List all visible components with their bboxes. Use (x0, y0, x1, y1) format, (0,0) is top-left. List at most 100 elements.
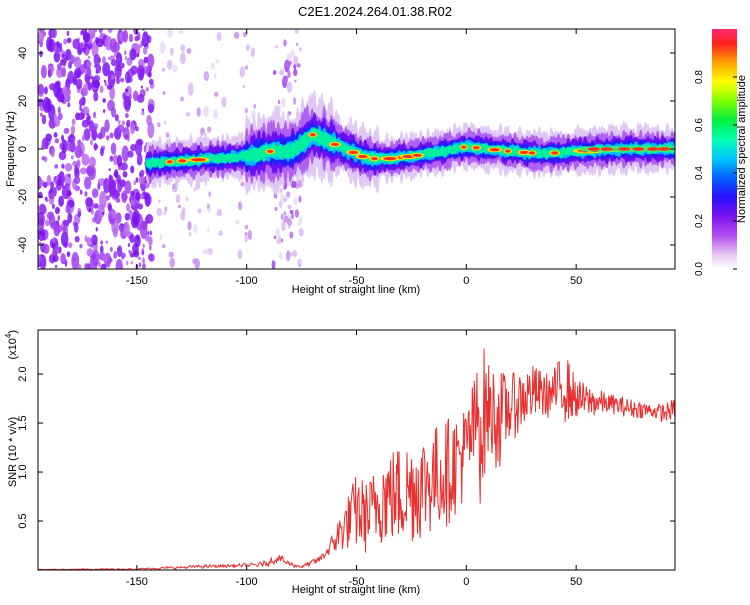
heatmap-noise-blob (101, 56, 107, 65)
heatmap-noise-blob (54, 245, 60, 255)
heatmap-noise-blob (141, 111, 145, 116)
heatmap-noise-blob (213, 91, 219, 97)
heatmap-noise-blob (114, 63, 122, 79)
snr-y-axis: 0.5 1.0 1.5 2.0 (17, 366, 675, 529)
heatmap-noise-blob (242, 85, 245, 88)
heatmap-noise-blob (298, 195, 302, 203)
heatmap-noise-blob (104, 82, 108, 87)
heatmap-noise-blob (293, 196, 298, 206)
heatmap-noise-blob (188, 231, 192, 237)
heatmap-noise-blob (298, 228, 304, 237)
heatmap-noise-blob (121, 120, 126, 126)
heatmap-noise-blob (88, 207, 92, 213)
heatmap-noise-blob (244, 65, 249, 70)
heatmap-noise-blob (67, 212, 73, 224)
heatmap-noise-blob (213, 109, 219, 119)
heatmap-noise-blob (132, 209, 140, 226)
heatmap-noise-blob (238, 201, 243, 211)
heatmap-noise-blob (83, 128, 91, 141)
heatmap-noise-blob (44, 86, 48, 95)
heatmap-y-label: Frequency (Hz) (5, 111, 17, 187)
heatmap-noise-blob (62, 225, 67, 233)
heatmap-noise-blob (233, 31, 240, 39)
heatmap-noise-blob (66, 251, 71, 258)
heatmap-noise-blob (298, 259, 303, 265)
heatmap-noise-blob (122, 180, 126, 186)
heatmap-noise-blob (129, 233, 135, 244)
heatmap-noise-blob (122, 171, 128, 178)
snr-multiplier-close: ) (7, 330, 19, 334)
heatmap-noise-blob (106, 135, 110, 141)
heatmap-noise-blob (239, 66, 246, 78)
heatmap-peak-cell (330, 142, 340, 146)
heatmap-noise-blob (47, 69, 52, 78)
heatmap-noise-blob (68, 61, 72, 69)
heatmap-noise-blob (107, 70, 116, 88)
heatmap-noise-blob (38, 205, 41, 211)
heatmap-noise-blob (56, 41, 60, 48)
heatmap-noise-blob (58, 246, 62, 254)
heatmap-noise-blob (275, 227, 281, 240)
heatmap-noise-blob (65, 204, 71, 214)
colorbar-gradient (712, 29, 737, 269)
heatmap-noise-blob (162, 90, 166, 96)
heatmap-noise-blob (67, 190, 72, 197)
heatmap-noise-blob (169, 257, 176, 268)
heatmap-noise-blob (70, 155, 74, 160)
y-tick-label: 2.0 (17, 366, 29, 381)
heatmap-noise-blob (81, 119, 90, 128)
heatmap-noise-blob (59, 142, 63, 150)
heatmap-noise-blob (159, 234, 163, 241)
heatmap-noise-blob (180, 96, 184, 102)
heatmap-noise-blob (65, 262, 68, 268)
heatmap-noise-blob (111, 74, 115, 80)
colorbar-tick-label: 0.2 (694, 214, 705, 228)
heatmap-noise-blob (48, 38, 56, 53)
heatmap-noise-blob (48, 83, 57, 91)
x-tick-label: -150 (126, 275, 148, 287)
heatmap-noise-blob (104, 119, 110, 133)
heatmap-noise-blob (57, 112, 63, 121)
heatmap-noise-blob (96, 133, 101, 139)
heatmap-noise-blob (143, 56, 149, 63)
heatmap-noise-blob (244, 107, 248, 114)
heatmap-noise-blob (82, 83, 89, 97)
heatmap-noise-blob (289, 231, 294, 239)
heatmap-noise-blob (137, 256, 141, 260)
heatmap-noise-blob (103, 79, 107, 83)
heatmap-noise-blob (196, 107, 201, 117)
heatmap-noise-blob (294, 29, 299, 35)
heatmap-noise-blob (73, 56, 82, 69)
heatmap-noise-blob (52, 203, 55, 210)
heatmap-peak-cell (413, 153, 422, 157)
heatmap-noise-blob (100, 126, 106, 139)
heatmap-noise-blob (41, 143, 47, 150)
heatmap-noise-blob (93, 54, 101, 66)
heatmap-noise-blob (240, 181, 245, 187)
heatmap-noise-blob (205, 73, 209, 78)
heatmap-noise-blob (207, 126, 212, 133)
heatmap-noise-blob (130, 165, 135, 174)
heatmap-noise-blob (213, 72, 217, 79)
heatmap-noise-blob (116, 124, 125, 133)
heatmap-peak-cell (658, 147, 671, 151)
heatmap-noise-blob (288, 225, 291, 229)
heatmap-noise-blob (100, 147, 104, 157)
heatmap-noise-blob (161, 244, 166, 249)
heatmap-noise-blob (280, 97, 286, 109)
heatmap-noise-blob (38, 241, 42, 246)
snr-y-label: SNR (10 * v/v) (7, 417, 19, 487)
heatmap-noise-blob (127, 242, 131, 248)
heatmap-noise-blob (63, 127, 70, 135)
heatmap-noise-blob (63, 219, 70, 227)
heatmap-noise-blob (46, 174, 52, 186)
heatmap-noise-blob (106, 84, 113, 90)
heatmap-y-axis: -40 -20 0 20 40 (17, 47, 675, 253)
heatmap-noise-blob (173, 188, 176, 192)
heatmap-noise-blob (202, 249, 208, 255)
heatmap-noise-blob (102, 253, 108, 264)
heatmap-noise-blob (202, 131, 205, 136)
heatmap-noise-blob (210, 62, 216, 70)
heatmap-noise-blob (66, 37, 72, 44)
heatmap-noise-blob (134, 35, 139, 42)
